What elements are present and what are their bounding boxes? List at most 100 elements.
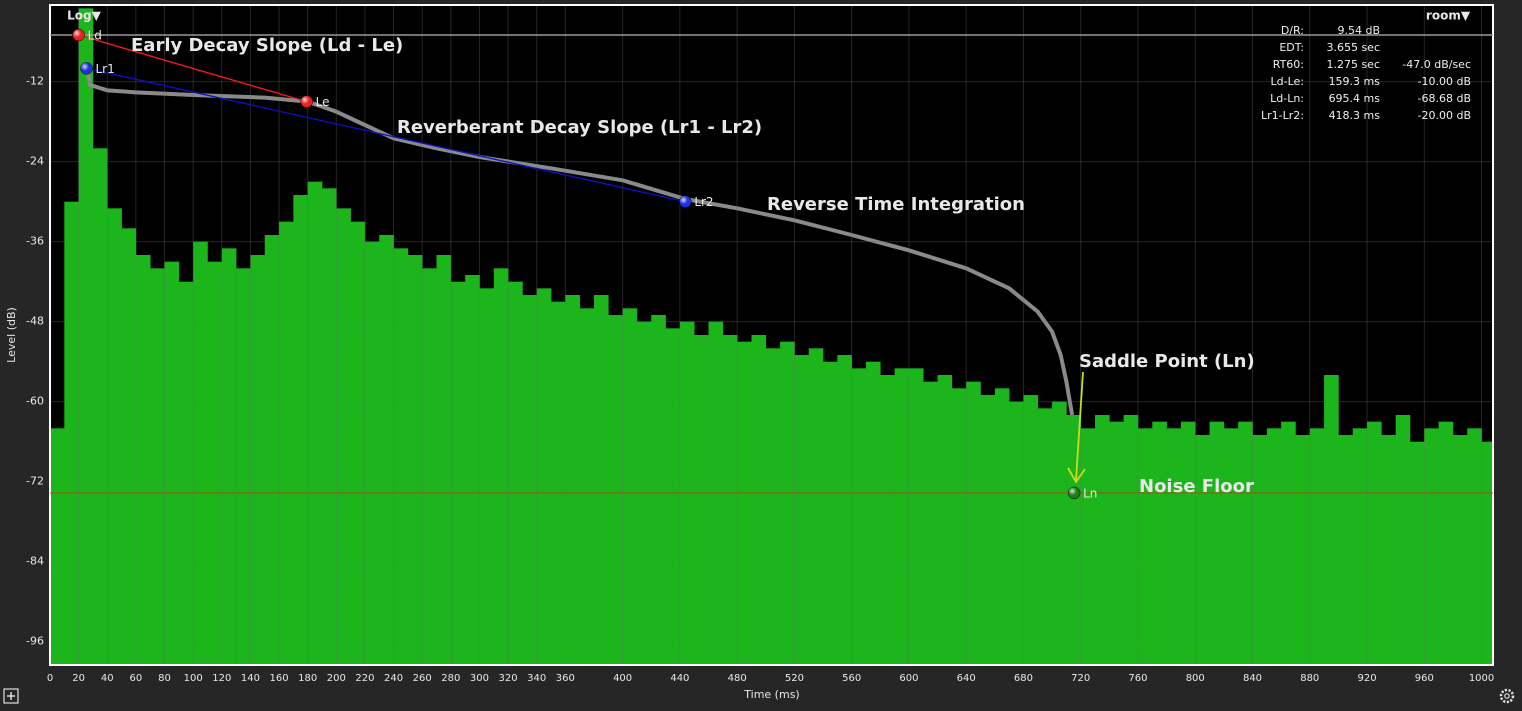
saddle-label: Saddle Point (Ln) xyxy=(1079,351,1255,372)
energy-bar xyxy=(923,381,938,665)
x-tick-label: 220 xyxy=(355,673,374,684)
energy-bar xyxy=(1223,428,1239,665)
x-tick-label: 180 xyxy=(298,673,317,684)
energy-bar xyxy=(1080,428,1096,665)
x-tick-label: 280 xyxy=(441,673,460,684)
scale-menu[interactable]: Log▼ xyxy=(67,9,101,23)
energy-bar xyxy=(1395,415,1411,665)
energy-bar xyxy=(651,315,666,665)
energy-bar xyxy=(1137,428,1153,665)
x-tick-label: 0 xyxy=(47,673,53,684)
energy-bar xyxy=(1209,421,1225,665)
energy-bar xyxy=(350,221,366,665)
x-tick-label: 60 xyxy=(130,673,143,684)
settings-button[interactable] xyxy=(1499,688,1515,704)
energy-bar xyxy=(407,255,423,665)
x-axis-label: Time (ms) xyxy=(743,688,799,701)
energy-bar xyxy=(178,281,194,665)
energy-bar xyxy=(1295,435,1311,665)
energy-bar xyxy=(1037,408,1053,665)
decay-curve xyxy=(83,61,1075,416)
stat-cell: -10.00 dB xyxy=(1418,75,1472,88)
energy-bar xyxy=(865,361,881,665)
energy-bar xyxy=(794,355,810,665)
y-axis-label: Level (dB) xyxy=(5,307,18,363)
early-slope-label: Early Decay Slope (Ld - Le) xyxy=(131,35,403,56)
stat-cell: -68.68 dB xyxy=(1418,92,1472,105)
energy-bar xyxy=(1095,415,1110,665)
energy-bar xyxy=(880,375,895,665)
energy-bar xyxy=(694,335,709,665)
energy-bar xyxy=(1352,428,1368,665)
stat-cell: Lr1-Lr2: xyxy=(1261,109,1304,122)
saddle-arrow xyxy=(1067,371,1086,484)
energy-bar xyxy=(1481,441,1493,665)
energy-bar xyxy=(665,328,681,665)
energy-bar xyxy=(78,8,94,665)
stat-cell: 695.4 ms xyxy=(1329,92,1381,105)
energy-bar xyxy=(135,255,151,665)
energy-bar xyxy=(379,235,394,665)
energy-bar xyxy=(1238,421,1253,665)
energy-bar xyxy=(722,335,738,665)
energy-bar xyxy=(765,348,781,665)
energy-bar xyxy=(536,288,552,665)
energy-bar xyxy=(1381,435,1396,665)
marker-shine xyxy=(80,62,93,75)
marker-label: Le xyxy=(316,95,330,109)
energy-bar xyxy=(479,288,495,665)
x-tick-label: 960 xyxy=(1415,673,1434,684)
x-tick-label: 720 xyxy=(1071,673,1090,684)
energy-bar xyxy=(1324,375,1339,665)
y-tick-label: -60 xyxy=(26,395,44,408)
energy-bar xyxy=(250,255,266,665)
x-tick-label: 140 xyxy=(241,673,260,684)
y-tick-label: -24 xyxy=(26,155,44,168)
y-tick-label: -12 xyxy=(26,75,44,88)
y-tick-label: -48 xyxy=(26,315,44,328)
stat-cell: Ld-Le: xyxy=(1271,75,1305,88)
x-tick-label: 440 xyxy=(670,673,689,684)
x-tick-label: 120 xyxy=(212,673,231,684)
early-decay-slope xyxy=(78,34,307,103)
noise-floor-label: Noise Floor xyxy=(1139,476,1254,497)
energy-bar xyxy=(1023,395,1039,665)
energy-bar xyxy=(193,241,208,665)
energy-bar xyxy=(321,188,337,665)
overlay: Noise Floor Early Decay Slope (Ld - Le) Re… xyxy=(50,29,1493,500)
stat-cell: Ld-Ln: xyxy=(1270,92,1304,105)
x-tick-label: 80 xyxy=(158,673,171,684)
energy-bar xyxy=(493,268,509,665)
x-tick-label: 260 xyxy=(413,673,432,684)
energy-bar xyxy=(837,355,852,665)
energy-bar xyxy=(1109,421,1124,665)
x-tick-label: 480 xyxy=(728,673,747,684)
x-tick-label: 20 xyxy=(72,673,85,684)
energy-bar xyxy=(450,281,466,665)
energy-bar xyxy=(107,208,122,665)
marker-label: Lr2 xyxy=(694,195,713,209)
add-button[interactable] xyxy=(3,688,19,704)
energy-bar xyxy=(364,241,380,665)
x-tick-label: 760 xyxy=(1128,673,1147,684)
energy-bar xyxy=(465,275,480,665)
energy-bar xyxy=(751,335,767,665)
energy-bar xyxy=(1009,401,1024,665)
energy-bar xyxy=(221,248,237,665)
marker-label: Lr1 xyxy=(96,62,115,76)
energy-bar xyxy=(1266,428,1282,665)
stat-cell: 1.275 sec xyxy=(1326,58,1380,71)
stat-cell: EDT: xyxy=(1279,41,1304,54)
x-tick-label: 920 xyxy=(1357,673,1376,684)
energy-bar xyxy=(808,348,824,665)
energy-bar xyxy=(1052,401,1067,665)
energy-bar xyxy=(823,361,838,665)
marker-label: Ld xyxy=(88,29,102,43)
preset-menu[interactable]: room▼ xyxy=(1426,9,1471,23)
energy-bar xyxy=(1152,421,1167,665)
x-tick-label: 360 xyxy=(556,673,575,684)
energy-bar xyxy=(565,295,580,665)
energy-bar xyxy=(937,375,953,665)
energy-bar xyxy=(1409,441,1425,665)
